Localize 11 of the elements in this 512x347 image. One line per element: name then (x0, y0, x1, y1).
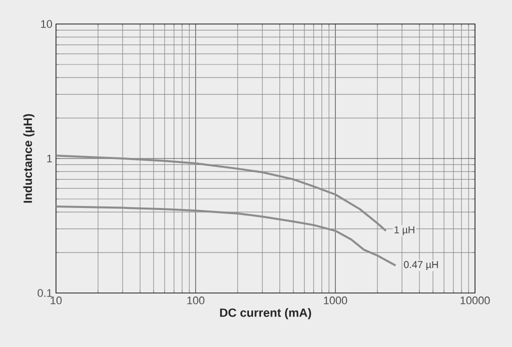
series-label: 1 µH (394, 226, 414, 236)
y-axis-title: Inductance (µH) (23, 114, 34, 203)
x-tick-label: 10000 (460, 296, 490, 304)
x-tick-label: 10 (50, 296, 62, 304)
y-tick-label: 0.1 (38, 289, 52, 297)
y-tick-label: 1 (47, 154, 52, 162)
x-axis-title: DC current (mA) (220, 308, 312, 320)
series-label: 0.47 µH (404, 261, 438, 270)
y-tick-label: 10 (41, 20, 52, 28)
x-tick-label: 1000 (324, 296, 348, 304)
x-tick-label: 100 (187, 296, 204, 304)
